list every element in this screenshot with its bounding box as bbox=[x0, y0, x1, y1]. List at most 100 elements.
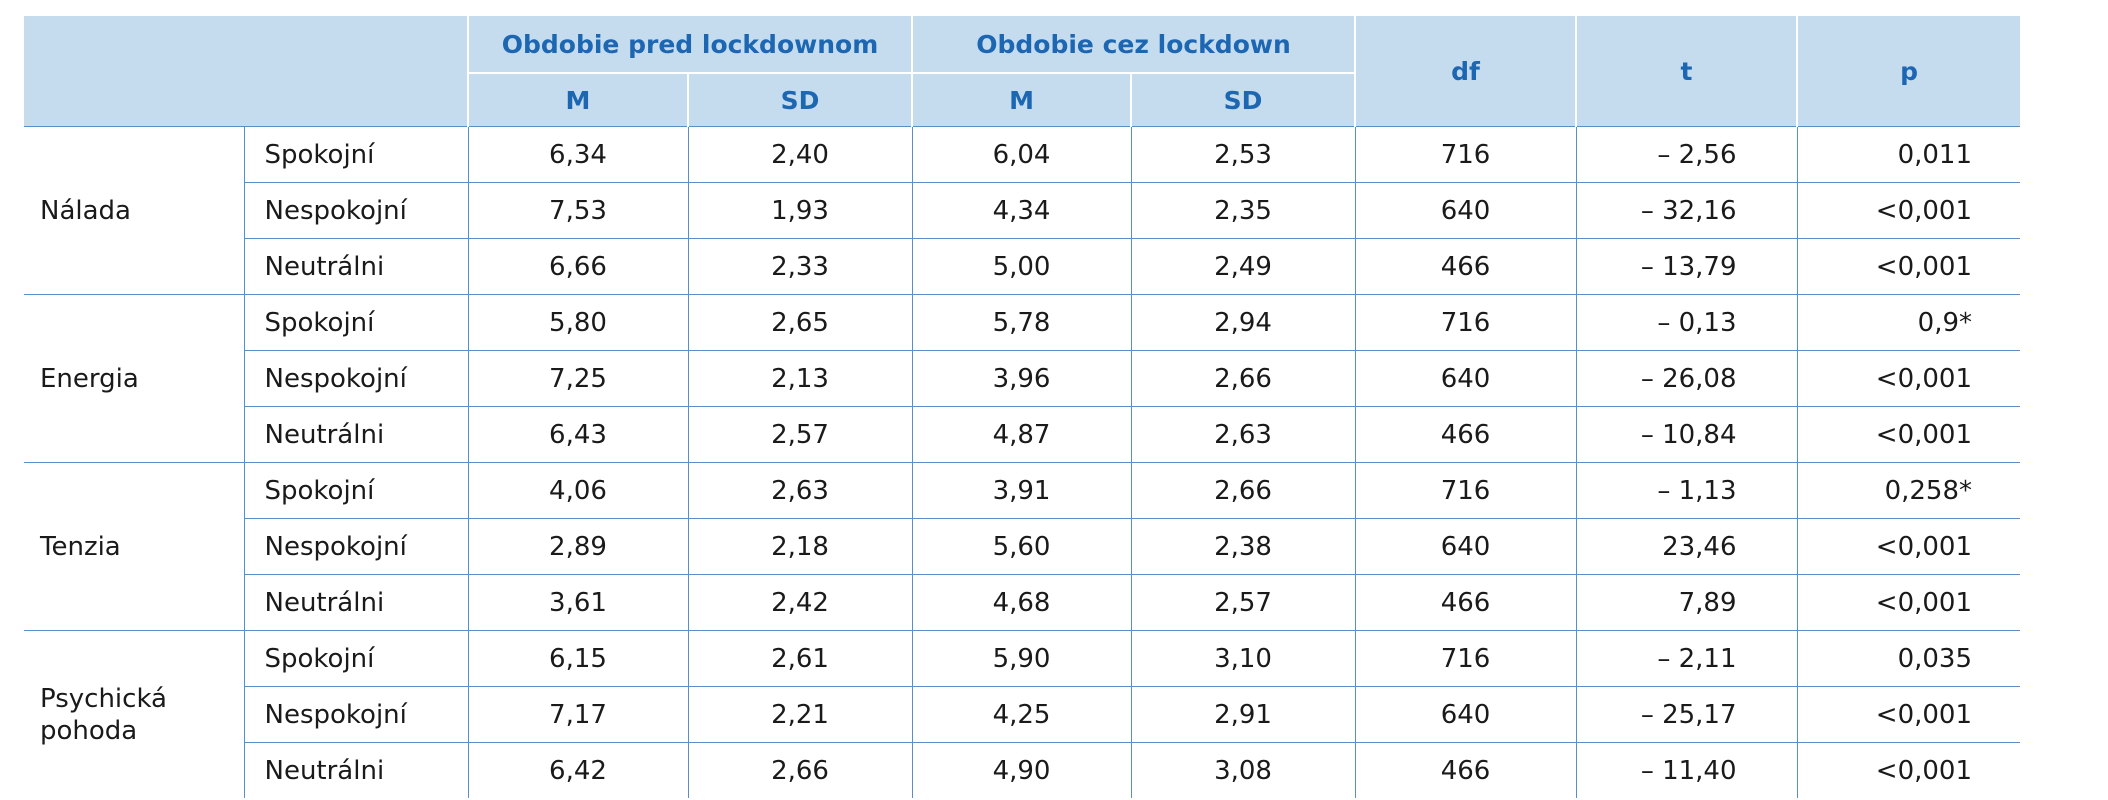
cell-df: 640 bbox=[1354, 350, 1577, 407]
cell-m-before: 6,43 bbox=[467, 406, 688, 463]
table-header: Obdobie pred lockdownom Obdobie cez lock… bbox=[24, 16, 2021, 127]
row-label: Nespokojní bbox=[243, 182, 468, 239]
cell-sd-before: 2,42 bbox=[687, 574, 913, 631]
table-body: Nálada Spokojní 6,34 2,40 6,04 2,53 716– 2,56 0… bbox=[24, 126, 2021, 798]
table-row: Neutrálni 6,42 2,66 4,90 3,08 466– 11,40 <0,00… bbox=[24, 742, 2021, 798]
cell-p: <0,001 bbox=[1796, 518, 2021, 575]
cell-m-before: 7,17 bbox=[467, 686, 688, 743]
cell-m-before: 2,89 bbox=[467, 518, 688, 575]
header-p: p bbox=[1796, 16, 2021, 127]
cell-df: 466 bbox=[1354, 406, 1577, 463]
cell-t: 7,89 bbox=[1575, 574, 1798, 631]
cell-sd-before: 2,57 bbox=[687, 406, 913, 463]
cell-t: – 10,84 bbox=[1575, 406, 1798, 463]
row-label: Nespokojní bbox=[243, 518, 468, 575]
cell-sd-during: 2,66 bbox=[1130, 350, 1356, 407]
cell-t: – 32,16 bbox=[1575, 182, 1798, 239]
cell-sd-before: 2,21 bbox=[687, 686, 913, 743]
row-label: Nespokojní bbox=[243, 686, 468, 743]
cell-sd-during: 2,91 bbox=[1130, 686, 1356, 743]
row-label: Spokojní bbox=[243, 294, 468, 351]
cell-t: – 2,56 bbox=[1575, 126, 1798, 183]
cell-df: 716 bbox=[1354, 462, 1577, 519]
cell-m-during: 4,87 bbox=[911, 406, 1132, 463]
header-sd-before: SD bbox=[686, 72, 913, 127]
cell-m-during: 4,25 bbox=[911, 686, 1132, 743]
cell-sd-before: 2,33 bbox=[687, 238, 913, 295]
table-row: Nespokojní 7,17 2,21 4,25 2,91 640– 25,17 <0,0… bbox=[24, 686, 2021, 743]
cell-sd-during: 2,66 bbox=[1130, 462, 1356, 519]
cell-t: – 1,13 bbox=[1575, 462, 1798, 519]
cell-m-during: 3,96 bbox=[911, 350, 1132, 407]
header-period-during: Obdobie cez lockdown bbox=[911, 16, 1357, 73]
cell-df: 466 bbox=[1354, 742, 1577, 798]
cell-m-during: 5,90 bbox=[911, 630, 1132, 687]
cell-sd-before: 2,61 bbox=[687, 630, 913, 687]
cell-m-before: 5,80 bbox=[467, 294, 688, 351]
cell-df: 716 bbox=[1354, 126, 1577, 183]
header-m-during: M bbox=[911, 72, 1132, 127]
cell-t: 23,46 bbox=[1575, 518, 1798, 575]
row-label: Neutrálni bbox=[243, 574, 468, 631]
cell-m-during: 4,90 bbox=[911, 742, 1132, 798]
row-label: Spokojní bbox=[243, 462, 468, 519]
header-empty-corner bbox=[24, 16, 468, 127]
table-row: Nespokojní 7,25 2,13 3,96 2,66 640– 26,08 <0,0… bbox=[24, 350, 2021, 407]
row-label: Neutrálni bbox=[243, 238, 468, 295]
cell-p: <0,001 bbox=[1796, 350, 2021, 407]
table-row: Nálada Spokojní 6,34 2,40 6,04 2,53 716– 2,56 0… bbox=[24, 126, 2021, 295]
row-label: Neutrálni bbox=[243, 742, 468, 798]
cell-m-before: 6,66 bbox=[467, 238, 688, 295]
header-sd-during: SD bbox=[1130, 72, 1356, 127]
cell-m-before: 7,25 bbox=[467, 350, 688, 407]
cell-m-during: 4,34 bbox=[911, 182, 1132, 239]
cell-df: 640 bbox=[1354, 182, 1577, 239]
cell-m-during: 6,04 bbox=[911, 126, 1132, 183]
cell-m-before: 3,61 bbox=[467, 574, 688, 631]
cell-sd-during: 2,35 bbox=[1130, 182, 1356, 239]
table-row: Neutrálni 6,66 2,33 5,00 2,49 466– 13,79 <0,00… bbox=[24, 238, 2021, 295]
cell-sd-before: 1,93 bbox=[687, 182, 913, 239]
cell-df: 466 bbox=[1354, 238, 1577, 295]
cell-t: – 11,40 bbox=[1575, 742, 1798, 798]
table-row: Neutrálni 6,43 2,57 4,87 2,63 466– 10,84 <0,00… bbox=[24, 406, 2021, 463]
group-label: Energia bbox=[24, 294, 244, 463]
cell-sd-during: 2,38 bbox=[1130, 518, 1356, 575]
cell-sd-before: 2,13 bbox=[687, 350, 913, 407]
cell-m-during: 3,91 bbox=[911, 462, 1132, 519]
table-row: Neutrálni 3,61 2,42 4,68 2,57 466 7,89 <0,001 bbox=[24, 574, 2021, 631]
results-table-container: Obdobie pred lockdownom Obdobie cez lock… bbox=[24, 16, 2021, 798]
cell-sd-during: 2,57 bbox=[1130, 574, 1356, 631]
cell-df: 640 bbox=[1354, 518, 1577, 575]
cell-p: 0,011 bbox=[1796, 126, 2021, 183]
cell-p: <0,001 bbox=[1796, 238, 2021, 295]
group-label: Tenzia bbox=[24, 462, 244, 631]
cell-p: <0,001 bbox=[1796, 686, 2021, 743]
cell-p: <0,001 bbox=[1796, 574, 2021, 631]
cell-m-before: 6,15 bbox=[467, 630, 688, 687]
row-label: Neutrálni bbox=[243, 406, 468, 463]
cell-sd-during: 2,53 bbox=[1130, 126, 1356, 183]
cell-sd-before: 2,66 bbox=[687, 742, 913, 798]
cell-df: 466 bbox=[1354, 574, 1577, 631]
cell-t: – 2,11 bbox=[1575, 630, 1798, 687]
cell-sd-before: 2,65 bbox=[687, 294, 913, 351]
cell-sd-during: 3,08 bbox=[1130, 742, 1356, 798]
cell-sd-during: 2,63 bbox=[1130, 406, 1356, 463]
cell-m-before: 7,53 bbox=[467, 182, 688, 239]
cell-m-during: 5,60 bbox=[911, 518, 1132, 575]
table-row: Nespokojní 7,53 1,93 4,34 2,35 640– 32,16 <0,0… bbox=[24, 182, 2021, 239]
cell-t: – 26,08 bbox=[1575, 350, 1798, 407]
header-m-before: M bbox=[467, 72, 688, 127]
cell-p: <0,001 bbox=[1796, 742, 2021, 798]
cell-t: – 0,13 bbox=[1575, 294, 1798, 351]
header-df: df bbox=[1354, 16, 1577, 127]
cell-sd-during: 2,94 bbox=[1130, 294, 1356, 351]
row-label: Spokojní bbox=[243, 126, 468, 183]
table-row: Energia Spokojní 5,80 2,65 5,78 2,94 716– 0,13… bbox=[24, 294, 2021, 463]
header-period-before: Obdobie pred lockdownom bbox=[466, 16, 914, 73]
cell-sd-before: 2,18 bbox=[687, 518, 913, 575]
row-label: Nespokojní bbox=[243, 350, 468, 407]
cell-m-during: 5,00 bbox=[911, 238, 1132, 295]
cell-t: – 25,17 bbox=[1575, 686, 1798, 743]
